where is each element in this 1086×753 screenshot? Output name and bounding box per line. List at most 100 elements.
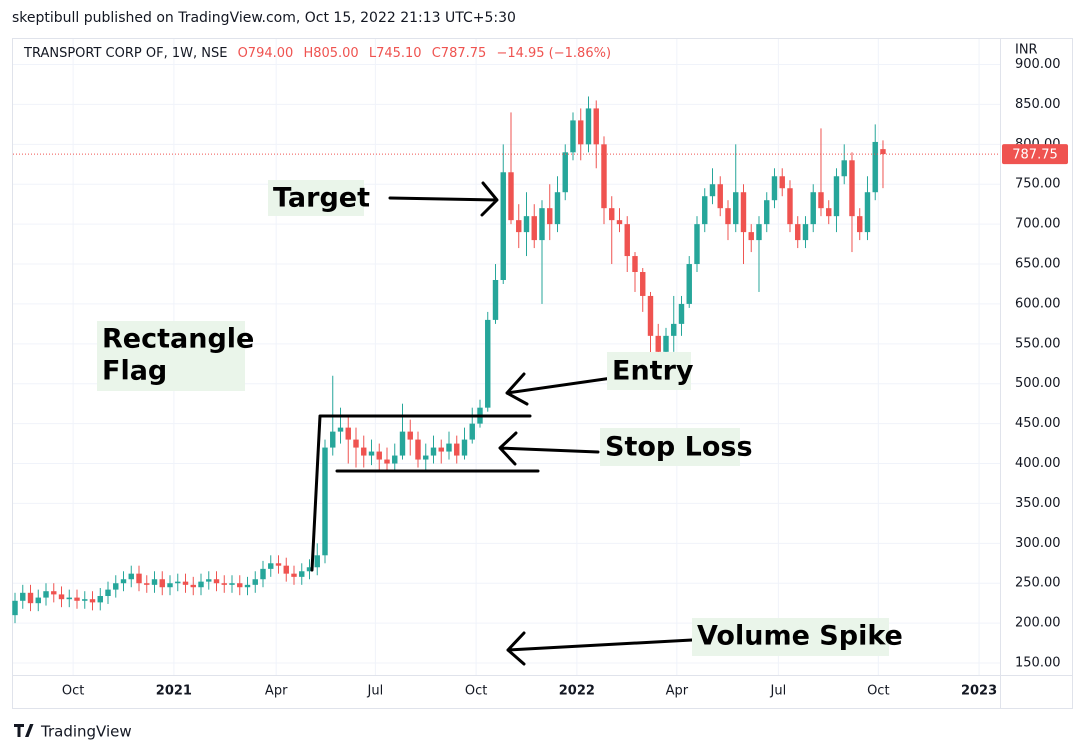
candle-body bbox=[35, 597, 41, 604]
candle-body bbox=[144, 583, 150, 585]
volume-arrow bbox=[506, 631, 694, 666]
x-tick-label: Oct bbox=[465, 684, 487, 699]
candle-body bbox=[438, 447, 444, 452]
rectangle-flag bbox=[310, 414, 540, 572]
candle-body bbox=[361, 447, 367, 456]
candle-body bbox=[446, 443, 452, 452]
candle-body bbox=[880, 149, 886, 155]
candle-body bbox=[206, 579, 212, 582]
candle-body bbox=[430, 447, 437, 456]
last-price-tag bbox=[1002, 144, 1068, 165]
candle-body bbox=[454, 443, 460, 456]
y-tick-label: 600.00 bbox=[1015, 296, 1061, 311]
candle-body bbox=[353, 439, 359, 448]
candle-body bbox=[268, 563, 274, 569]
candle-body bbox=[609, 208, 615, 221]
candle-body bbox=[671, 323, 677, 336]
candle-body bbox=[872, 141, 878, 193]
candle-body bbox=[810, 192, 816, 225]
ohlc-open: O794.00 bbox=[238, 46, 294, 61]
candle-body bbox=[74, 597, 80, 601]
header: skeptibull published on TradingView.com,… bbox=[12, 10, 516, 26]
volume-spike-box bbox=[692, 618, 889, 656]
candle-body bbox=[229, 583, 235, 585]
candle-body bbox=[570, 120, 576, 153]
candle-body bbox=[89, 599, 96, 603]
candle-body bbox=[516, 220, 522, 233]
candle-body bbox=[562, 152, 568, 193]
candle-body bbox=[632, 256, 638, 273]
candle-body bbox=[523, 216, 530, 233]
entry-arrow bbox=[505, 372, 614, 406]
frame bbox=[12, 38, 1073, 709]
candle-body bbox=[113, 583, 119, 590]
candle-body bbox=[469, 423, 475, 440]
candle-body bbox=[43, 591, 49, 598]
candle-body bbox=[709, 184, 716, 197]
stop-loss-label: Stop Loss bbox=[605, 432, 753, 463]
candle-body bbox=[345, 427, 351, 440]
y-tick-label: 300.00 bbox=[1015, 536, 1061, 551]
footer: TradingView bbox=[40, 723, 132, 741]
y-tick-label: 450.00 bbox=[1015, 416, 1061, 431]
candle-body bbox=[585, 108, 592, 145]
x-tick-label: Apr bbox=[666, 684, 689, 699]
candle-body bbox=[717, 184, 723, 209]
candle-body bbox=[461, 439, 468, 456]
candle-body bbox=[640, 272, 646, 296]
candle-body bbox=[392, 455, 398, 464]
candle-body bbox=[500, 172, 506, 280]
candle-body bbox=[337, 427, 344, 432]
stop-loss-box bbox=[600, 428, 740, 466]
flag-label: Rectangle bbox=[102, 324, 254, 355]
candle-body bbox=[128, 573, 134, 580]
ohlc-low: L745.10 bbox=[369, 46, 422, 61]
candle-body bbox=[120, 579, 127, 584]
y-tick-label: 750.00 bbox=[1015, 177, 1061, 192]
x-tick-label: Apr bbox=[265, 684, 288, 699]
candle-body bbox=[841, 160, 847, 177]
candle-body bbox=[748, 232, 754, 241]
candle-body bbox=[826, 208, 832, 217]
candle-body bbox=[547, 208, 553, 225]
candle-body bbox=[624, 224, 630, 257]
candle-body bbox=[182, 581, 189, 585]
target-arrow bbox=[388, 181, 499, 217]
x-tick-label: Jul bbox=[367, 684, 384, 699]
target-label: Target bbox=[273, 183, 370, 214]
flag-label: Flag bbox=[102, 356, 167, 387]
candle-body bbox=[857, 216, 863, 233]
candle-body bbox=[508, 172, 514, 221]
candle-body bbox=[275, 563, 282, 566]
candle-body bbox=[779, 176, 785, 189]
candle-body bbox=[97, 595, 103, 603]
candle-body bbox=[485, 319, 491, 408]
candle-body bbox=[554, 192, 561, 225]
candle-body bbox=[771, 176, 778, 201]
candle-body bbox=[175, 581, 181, 584]
candle-body bbox=[27, 592, 34, 604]
candle-body bbox=[190, 584, 196, 588]
candle-body bbox=[105, 589, 111, 596]
candle-body bbox=[252, 579, 258, 585]
candle-body bbox=[407, 431, 413, 440]
y-tick-label: 850.00 bbox=[1015, 97, 1061, 112]
y-tick-label: 250.00 bbox=[1015, 576, 1061, 591]
candle-body bbox=[368, 451, 375, 456]
x-tick-label: Jul bbox=[770, 684, 787, 699]
volume-spike-label: Volume Spike bbox=[697, 621, 903, 652]
candle-body bbox=[51, 591, 57, 595]
entry-box bbox=[607, 352, 691, 390]
candle-body bbox=[539, 208, 545, 241]
y-tick-label: 650.00 bbox=[1015, 257, 1061, 272]
candle-body bbox=[213, 579, 220, 584]
y-tick-label: 200.00 bbox=[1015, 616, 1061, 631]
candle-body bbox=[244, 584, 251, 588]
ohlc-change: −14.95 (−1.86%) bbox=[496, 46, 611, 61]
y-tick-label: 150.00 bbox=[1015, 656, 1061, 671]
candle-body bbox=[655, 335, 661, 352]
candle-body bbox=[833, 176, 840, 217]
candle-body bbox=[314, 555, 320, 568]
